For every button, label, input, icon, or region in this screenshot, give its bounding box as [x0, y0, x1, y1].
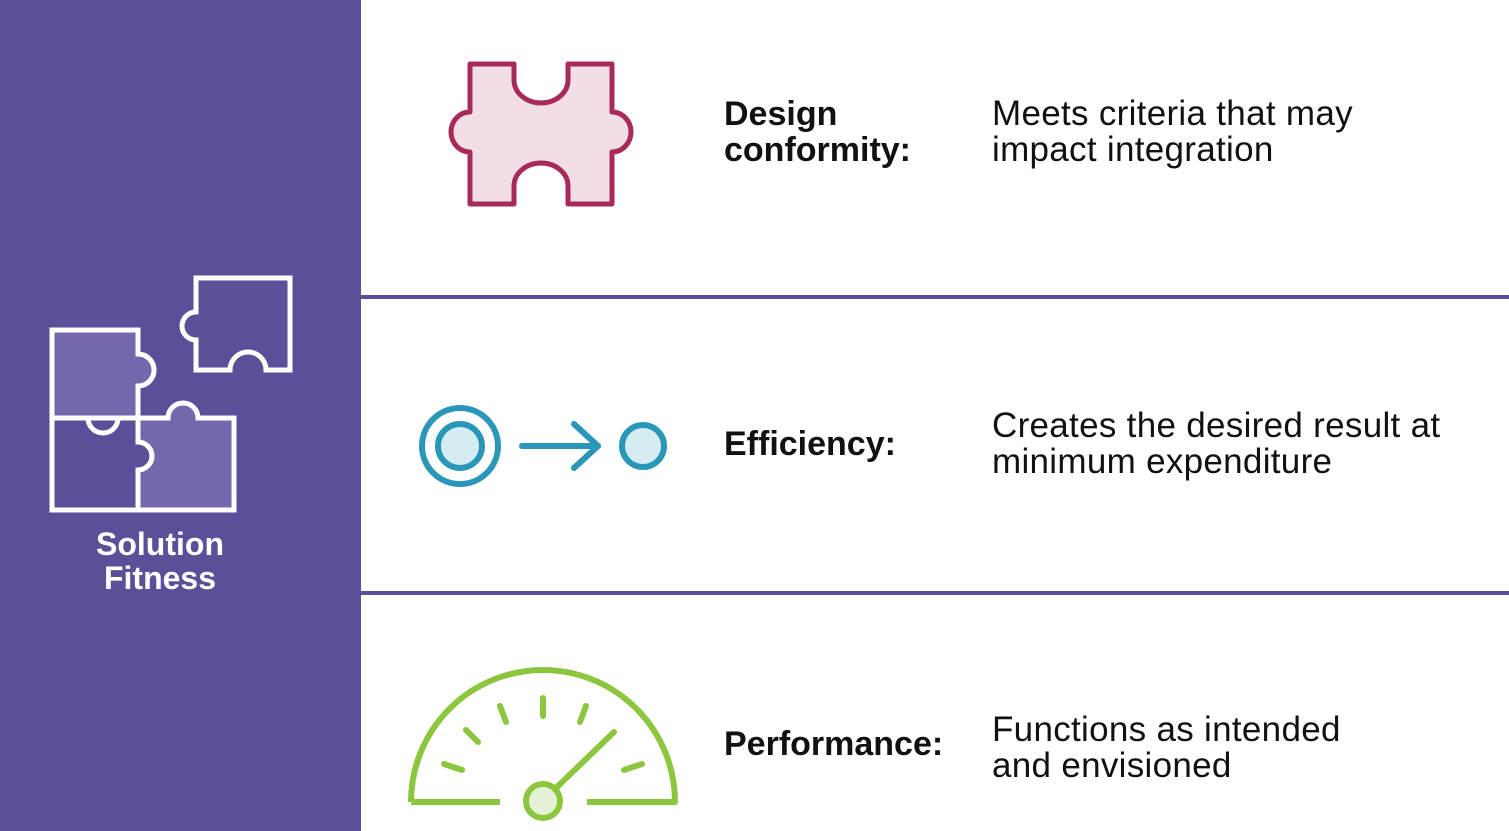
desc-line: Creates the desired result at: [992, 406, 1441, 445]
desc-design-conformity: Meets criteria that may impact integrati…: [992, 96, 1353, 168]
row-divider: [361, 295, 1509, 299]
sidebar-title-line1: Solution: [96, 526, 224, 562]
term-line: Design: [724, 95, 838, 133]
term-line: conformity:: [724, 131, 911, 169]
desc-efficiency: Creates the desired result at minimum ex…: [992, 408, 1440, 480]
term-performance: Performance:: [724, 726, 943, 762]
sidebar-title: Solution Fitness: [0, 527, 320, 595]
speedometer-icon: [408, 667, 678, 821]
sidebar: Solution Fitness: [0, 0, 361, 831]
desc-line: and envisioned: [992, 746, 1232, 785]
term-design-conformity: Design conformity:: [724, 96, 911, 168]
desc-line: Meets criteria that may: [992, 94, 1353, 133]
desc-line: impact integration: [992, 130, 1274, 169]
target-arrow-icon: [419, 405, 667, 487]
desc-performance: Functions as intended and envisioned: [992, 712, 1341, 784]
term-line: Efficiency:: [724, 425, 896, 463]
term-efficiency: Efficiency:: [724, 426, 896, 462]
sidebar-title-line2: Fitness: [103, 560, 217, 596]
desc-line: minimum expenditure: [992, 442, 1333, 481]
puzzle-piece-icon: [448, 61, 634, 207]
row-divider: [361, 591, 1509, 595]
desc-line: Functions as intended: [992, 710, 1341, 749]
term-line: Performance:: [724, 725, 944, 763]
puzzle-pieces-icon: [49, 275, 293, 513]
